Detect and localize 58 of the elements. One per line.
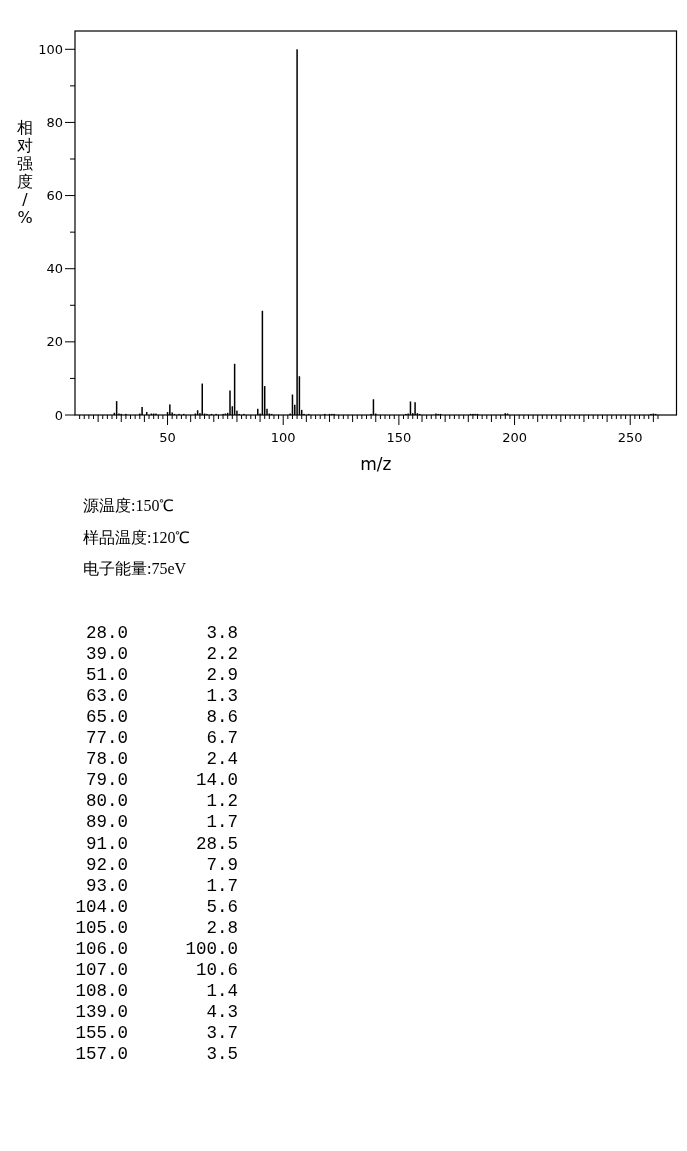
text: 1.3: [206, 686, 238, 707]
text: 1.7: [206, 875, 238, 896]
text: 80.0: [85, 791, 128, 812]
text: 106.0: [75, 938, 128, 959]
text: 3.8: [206, 623, 238, 643]
text: 78.0: [85, 749, 128, 770]
text: 源温度:150℃: [83, 497, 175, 514]
y-tick-label: 20: [46, 334, 63, 350]
text: 108.0: [75, 980, 128, 1001]
text: 28.5: [195, 833, 238, 854]
text: 8.6: [206, 707, 238, 728]
text: 28.0: [85, 623, 128, 643]
text: 51.0: [85, 665, 128, 686]
text: 104.0: [75, 896, 128, 917]
y-tick-label: 40: [46, 261, 63, 277]
text: 139.0: [75, 1001, 128, 1022]
y-axis-title: 相对强度/%: [17, 118, 33, 227]
x-axis-title: m/z: [360, 454, 392, 474]
x-tick-label: 200: [502, 429, 527, 445]
text: 1.2: [206, 791, 238, 812]
text: 39.0: [85, 644, 128, 665]
text: 157.0: [75, 1044, 128, 1064]
text: 电子能量:75eV: [83, 560, 187, 577]
text: 91.0: [85, 833, 128, 854]
y-tick-label: 80: [46, 114, 63, 130]
text: 105.0: [75, 917, 128, 938]
text: 79.0: [85, 770, 128, 791]
y-tick-label: 100: [38, 41, 63, 57]
text: 6.7: [206, 728, 238, 749]
text: 4.3: [206, 1001, 238, 1022]
text: 2.8: [206, 917, 238, 938]
x-tick-label: 250: [617, 429, 643, 445]
text: 2.9: [206, 665, 238, 686]
text: 65.0: [85, 707, 128, 728]
text: 10.6: [195, 959, 238, 980]
text: 1.7: [206, 812, 238, 833]
text: 3.7: [206, 1022, 238, 1043]
text: 14.0: [195, 770, 238, 791]
text: 77.0: [85, 728, 128, 749]
text: 2.4: [206, 749, 238, 770]
text: 100.0: [185, 938, 238, 959]
text: 89.0: [85, 812, 128, 833]
text: 7.9: [206, 854, 238, 875]
x-tick-label: 50: [159, 429, 176, 445]
x-tick-label: 100: [270, 429, 296, 445]
text: 107.0: [75, 959, 128, 980]
text: 92.0: [85, 854, 128, 875]
text: 1.4: [206, 980, 238, 1001]
text: 93.0: [85, 875, 128, 896]
text: 3.5: [206, 1044, 238, 1064]
text: 样品温度:120℃: [83, 528, 191, 546]
text: 5.6: [206, 896, 238, 917]
y-tick-label: 60: [46, 188, 63, 204]
text: 2.2: [206, 644, 238, 665]
x-tick-label: 150: [386, 429, 412, 445]
y-tick-label: 0: [54, 407, 63, 423]
text: 155.0: [75, 1022, 128, 1043]
text: 63.0: [85, 686, 128, 707]
